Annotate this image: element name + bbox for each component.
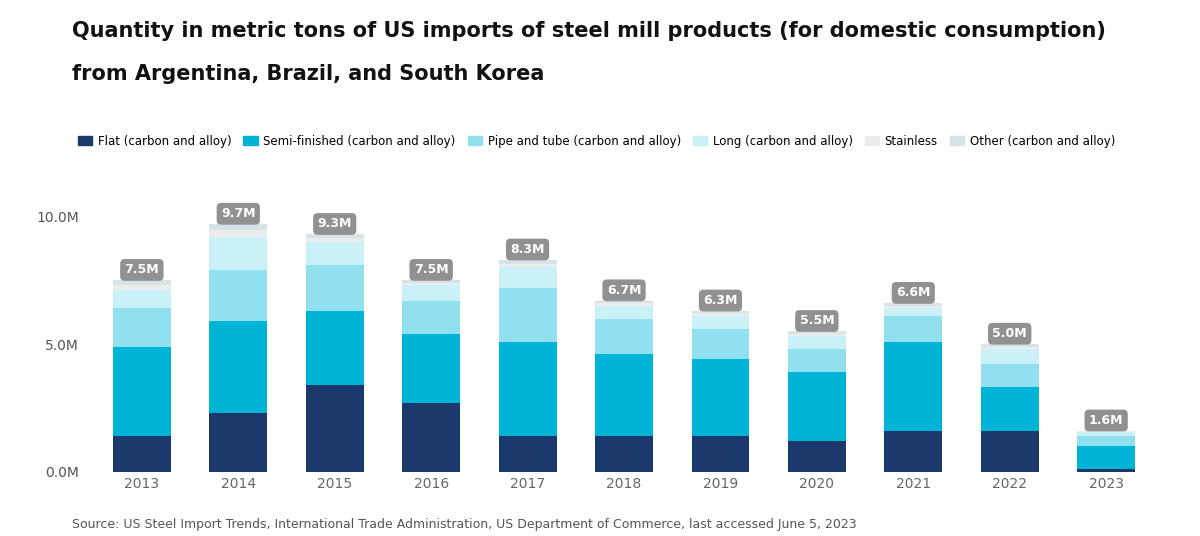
- Bar: [402, 280, 460, 283]
- Bar: [595, 354, 653, 436]
- Bar: [1078, 469, 1135, 472]
- Text: 9.7M: 9.7M: [221, 207, 256, 220]
- Bar: [499, 264, 557, 267]
- Legend: Flat (carbon and alloy), Semi-finished (carbon and alloy), Pipe and tube (carbon: Flat (carbon and alloy), Semi-finished (…: [78, 135, 1115, 147]
- Bar: [595, 436, 653, 472]
- Bar: [980, 349, 1039, 364]
- Bar: [691, 316, 749, 329]
- Bar: [209, 413, 268, 472]
- Text: 6.6M: 6.6M: [896, 286, 930, 300]
- Bar: [209, 321, 268, 413]
- Text: 5.5M: 5.5M: [799, 315, 834, 327]
- Bar: [788, 331, 846, 334]
- Bar: [402, 285, 460, 301]
- Bar: [306, 385, 364, 472]
- Bar: [1078, 446, 1135, 469]
- Bar: [113, 436, 170, 472]
- Bar: [691, 329, 749, 359]
- Text: 7.5M: 7.5M: [125, 263, 160, 277]
- Bar: [113, 347, 170, 436]
- Bar: [1078, 436, 1135, 446]
- Bar: [595, 303, 653, 306]
- Bar: [306, 238, 364, 242]
- Text: 6.3M: 6.3M: [703, 294, 738, 307]
- Bar: [884, 431, 942, 472]
- Bar: [1078, 431, 1135, 432]
- Bar: [691, 359, 749, 436]
- Bar: [980, 388, 1039, 431]
- Bar: [113, 285, 170, 291]
- Bar: [884, 316, 942, 341]
- Bar: [402, 334, 460, 403]
- Text: 8.3M: 8.3M: [510, 243, 545, 256]
- Bar: [499, 341, 557, 436]
- Bar: [884, 303, 942, 306]
- Text: 1.6M: 1.6M: [1088, 414, 1123, 427]
- Bar: [884, 306, 942, 308]
- Bar: [980, 431, 1039, 472]
- Bar: [306, 242, 364, 265]
- Text: 6.7M: 6.7M: [607, 284, 641, 297]
- Bar: [788, 349, 846, 372]
- Bar: [980, 344, 1039, 347]
- Bar: [209, 270, 268, 321]
- Bar: [595, 306, 653, 318]
- Bar: [499, 436, 557, 472]
- Bar: [499, 260, 557, 264]
- Bar: [402, 301, 460, 334]
- Bar: [884, 341, 942, 431]
- Bar: [113, 308, 170, 347]
- Bar: [595, 301, 653, 303]
- Bar: [499, 288, 557, 341]
- Text: Source: US Steel Import Trends, International Trade Administration, US Departmen: Source: US Steel Import Trends, Internat…: [72, 518, 857, 531]
- Bar: [788, 334, 846, 337]
- Bar: [884, 308, 942, 316]
- Bar: [980, 364, 1039, 388]
- Text: 9.3M: 9.3M: [318, 218, 352, 230]
- Text: 5.0M: 5.0M: [992, 327, 1027, 340]
- Bar: [691, 311, 749, 314]
- Bar: [788, 372, 846, 441]
- Bar: [209, 230, 268, 237]
- Bar: [113, 291, 170, 308]
- Bar: [691, 436, 749, 472]
- Bar: [209, 224, 268, 230]
- Bar: [691, 314, 749, 316]
- Bar: [788, 441, 846, 472]
- Bar: [788, 337, 846, 349]
- Bar: [306, 265, 364, 311]
- Bar: [980, 347, 1039, 349]
- Text: 7.5M: 7.5M: [414, 263, 449, 277]
- Text: Quantity in metric tons of US imports of steel mill products (for domestic consu: Quantity in metric tons of US imports of…: [72, 21, 1106, 41]
- Bar: [499, 267, 557, 288]
- Bar: [113, 280, 170, 285]
- Bar: [306, 311, 364, 385]
- Bar: [402, 403, 460, 472]
- Bar: [1078, 432, 1135, 436]
- Text: from Argentina, Brazil, and South Korea: from Argentina, Brazil, and South Korea: [72, 64, 545, 84]
- Bar: [306, 234, 364, 238]
- Bar: [402, 283, 460, 285]
- Bar: [595, 318, 653, 354]
- Bar: [209, 237, 268, 270]
